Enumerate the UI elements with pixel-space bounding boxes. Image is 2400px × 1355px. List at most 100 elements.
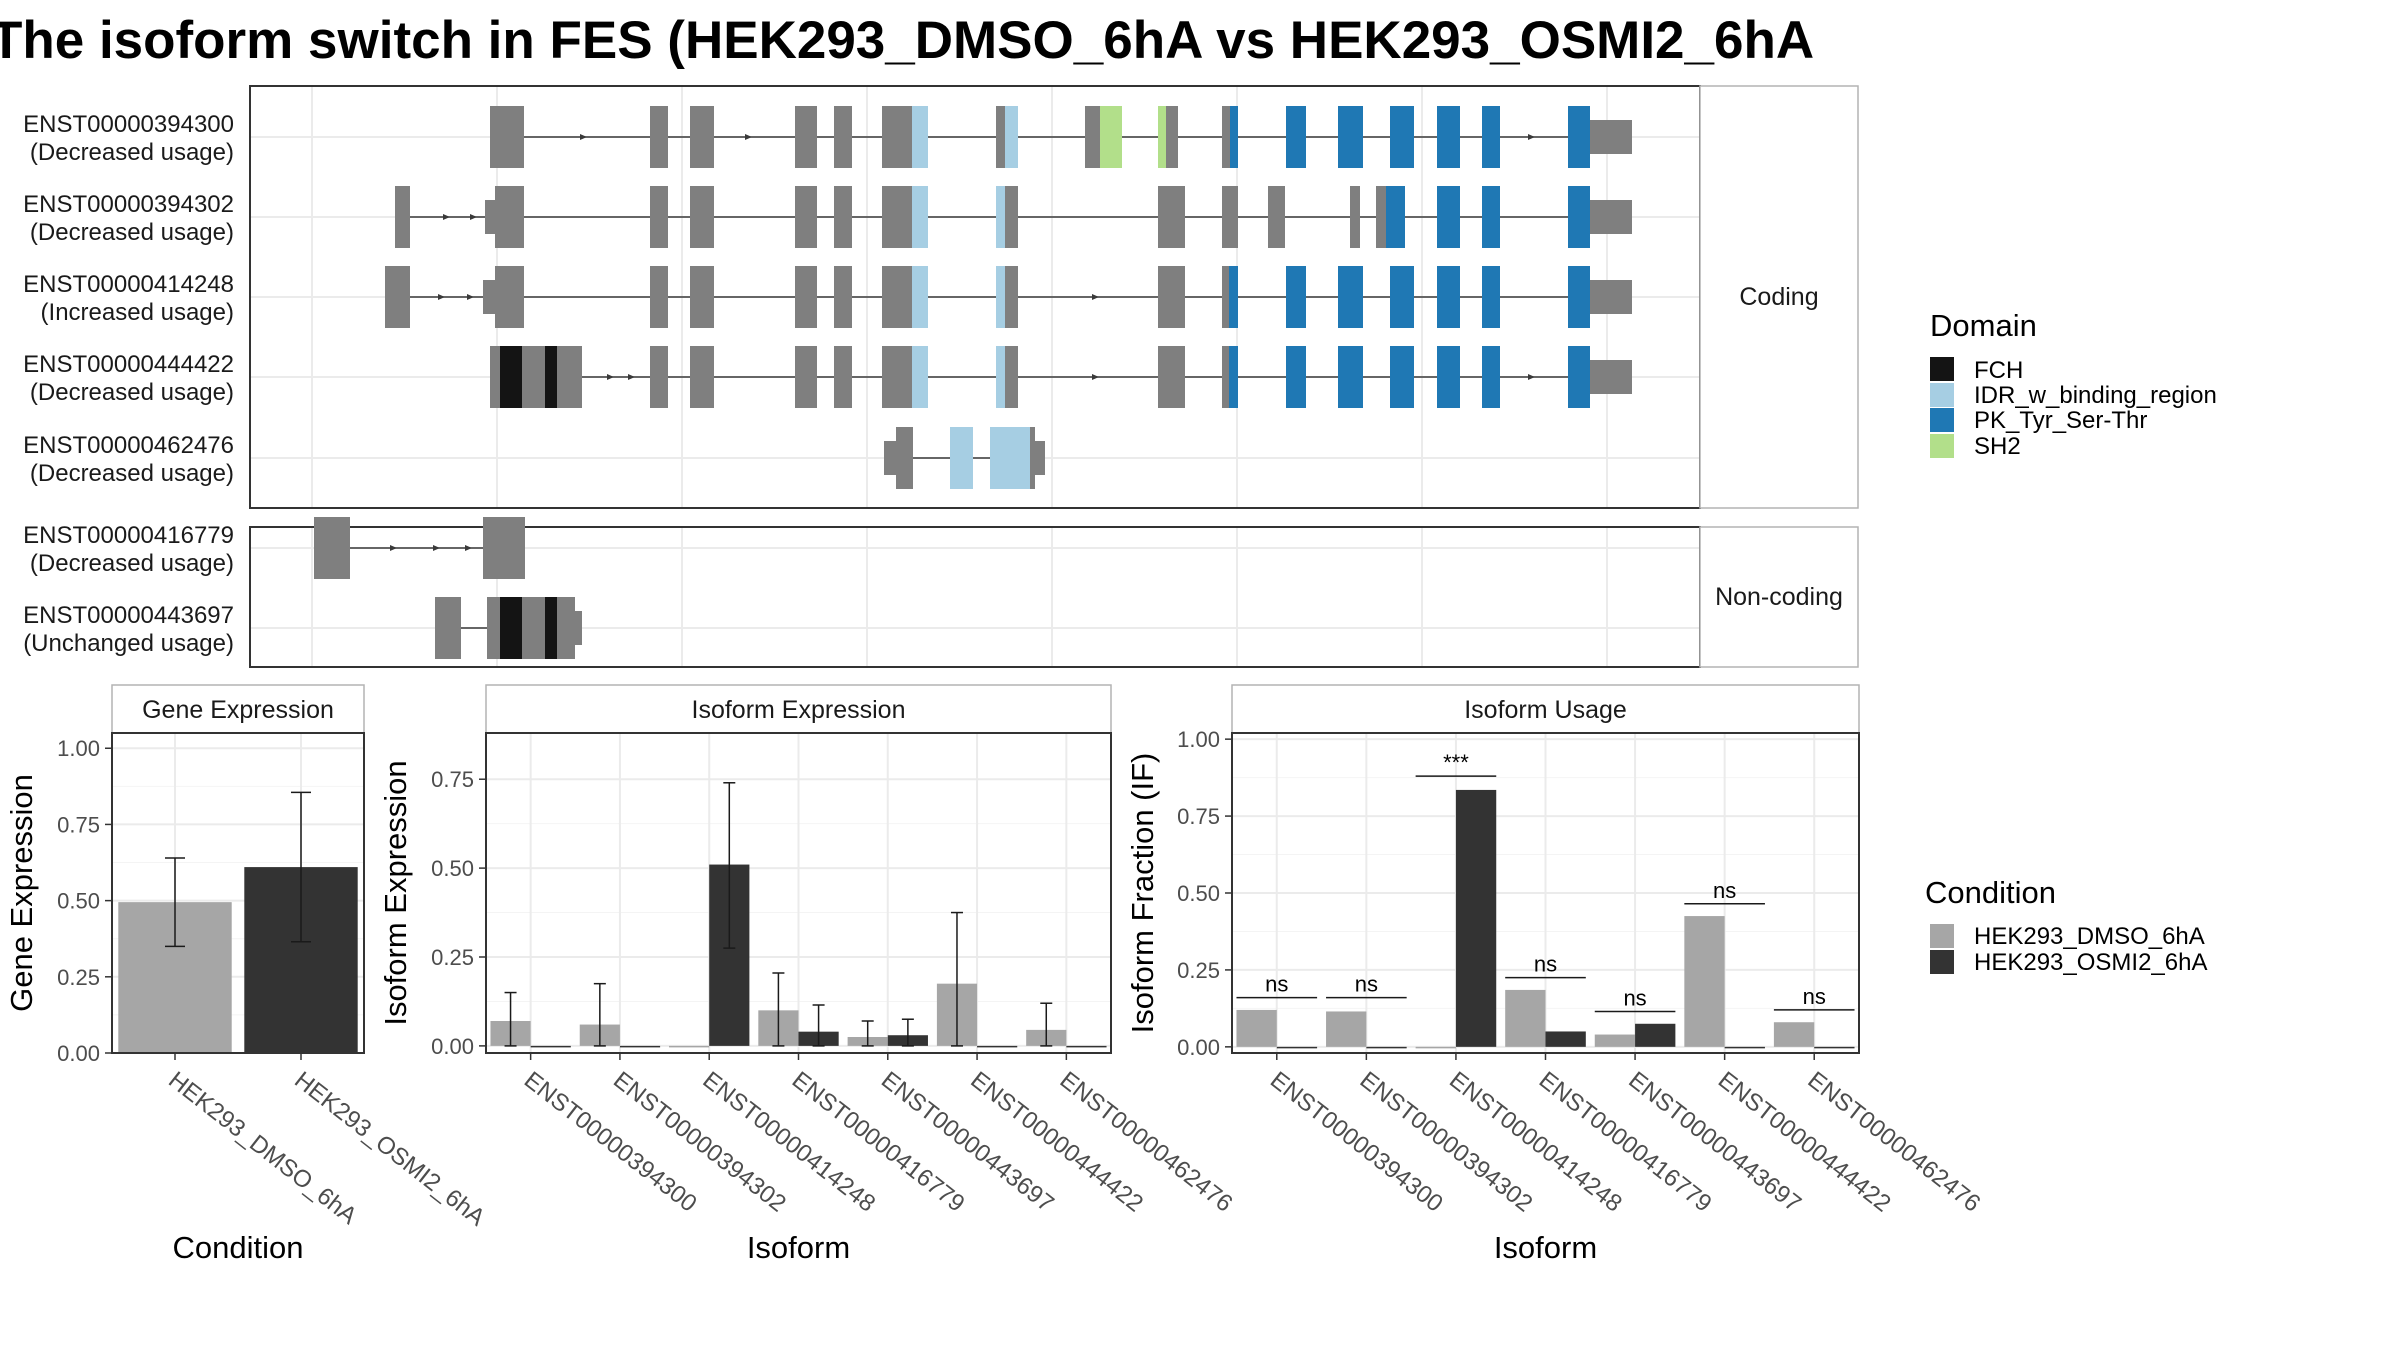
- x-axis-title: Isoform: [747, 1230, 850, 1265]
- exon: [882, 186, 912, 248]
- domain-segment: [1338, 106, 1363, 168]
- direction-arrow: [1528, 134, 1535, 140]
- transcript-structure-panel: ENST00000394300 (Decreased usage) ENST0000…: [23, 85, 1701, 668]
- bar: [1545, 1031, 1586, 1047]
- exon: [834, 346, 852, 408]
- bar: [1814, 1046, 1855, 1049]
- exon: [896, 427, 913, 489]
- exon: [1222, 266, 1229, 328]
- domain-segment: [1437, 186, 1460, 248]
- bar: [1066, 1045, 1107, 1048]
- domain-segment: [1390, 106, 1414, 168]
- exon: [996, 106, 1005, 168]
- exon: [1590, 280, 1632, 314]
- coding-strip: [1699, 85, 1859, 509]
- exon: [385, 266, 410, 328]
- legend-label-fch: FCH: [1974, 357, 2023, 384]
- exon: [1590, 120, 1632, 154]
- transcript-id-label: ENST00000443697: [23, 602, 234, 629]
- domain-segment: [1229, 346, 1238, 408]
- y-tick-label: 0.75: [431, 767, 474, 792]
- exon: [495, 266, 524, 328]
- exon: [487, 597, 500, 659]
- domain-segment: [912, 106, 928, 168]
- legend-label-dmso: HEK293_DMSO_6hA: [1974, 923, 2205, 950]
- figure-title: The isoform switch in FES (HEK293_DMSO_6…: [0, 11, 1814, 70]
- domain-segment: [545, 597, 557, 659]
- significance-label: ns: [1534, 952, 1557, 977]
- exon: [650, 106, 668, 168]
- exon: [650, 186, 668, 248]
- exon: [1268, 186, 1285, 248]
- domain-segment: [500, 346, 522, 408]
- domain-segment: [1482, 186, 1500, 248]
- panel-strip: [485, 684, 1112, 734]
- y-tick-label: 0.00: [1177, 1035, 1220, 1060]
- noncoding-strip: [1699, 526, 1859, 668]
- x-axis-title: Condition: [173, 1230, 304, 1265]
- domain-segment: [1286, 346, 1306, 408]
- exon: [834, 106, 852, 168]
- exon: [795, 346, 817, 408]
- direction-arrow: [433, 545, 440, 551]
- exon: [1085, 106, 1100, 168]
- domain-segment: [1230, 106, 1238, 168]
- y-tick-label: 0.25: [57, 965, 100, 990]
- exon: [795, 266, 817, 328]
- coding-strip-label: Coding: [1739, 283, 1818, 311]
- legend-swatch-fch: [1930, 357, 1954, 381]
- y-tick-label: 0.00: [431, 1034, 474, 1059]
- legend-swatch-idr: [1930, 383, 1954, 407]
- significance-label: ns: [1713, 878, 1736, 903]
- domain-segment: [996, 186, 1005, 248]
- exon: [1166, 106, 1178, 168]
- bar: [1276, 1046, 1318, 1049]
- panel-strip-label: Isoform Usage: [1464, 696, 1627, 724]
- domain-segment: [1482, 106, 1500, 168]
- bar: [1366, 1046, 1407, 1049]
- exon: [1005, 186, 1018, 248]
- direction-arrow: [443, 214, 450, 220]
- exon: [650, 266, 668, 328]
- bar: [977, 1045, 1018, 1048]
- exon: [1590, 200, 1632, 234]
- domain-segment: [1568, 106, 1590, 168]
- y-tick-label: 0.50: [57, 889, 100, 914]
- direction-arrow: [628, 374, 635, 380]
- domain-segment: [912, 266, 928, 328]
- exon: [1222, 346, 1229, 408]
- exon: [1376, 186, 1386, 248]
- direction-arrow: [438, 294, 445, 300]
- domain-segment: [1229, 266, 1238, 328]
- domain-segment: [1386, 186, 1405, 248]
- exon: [483, 517, 525, 579]
- direction-arrow: [1092, 294, 1099, 300]
- bar: [1326, 1011, 1367, 1047]
- legend-swatch-osmi2: [1930, 950, 1954, 974]
- domain-segment: [1437, 266, 1460, 328]
- transcript-id-label: ENST00000462476: [23, 432, 234, 459]
- transcript-usage-label: (Decreased usage): [30, 219, 234, 246]
- exon: [650, 346, 668, 408]
- transcript-id-label: ENST00000394300: [23, 111, 234, 138]
- exon: [1158, 186, 1185, 248]
- domain-segment: [996, 266, 1005, 328]
- y-axis-title: Isoform Expression: [378, 760, 413, 1025]
- domain-segment: [545, 346, 557, 408]
- domain-segment: [1568, 346, 1590, 408]
- bar: [1455, 789, 1497, 1047]
- bar: [1415, 1046, 1456, 1049]
- direction-arrow: [745, 134, 752, 140]
- panel-strip: [1231, 684, 1860, 734]
- domain-segment: [912, 186, 928, 248]
- y-tick-label: 0.50: [1177, 881, 1220, 906]
- transcript-usage-label: (Unchanged usage): [23, 630, 234, 657]
- y-tick-label: 0.25: [1177, 958, 1220, 983]
- bar: [1724, 1046, 1765, 1049]
- exon: [395, 186, 410, 248]
- transcript-id-label: ENST00000444422: [23, 351, 234, 378]
- bar: [1684, 916, 1725, 1047]
- exon: [690, 266, 714, 328]
